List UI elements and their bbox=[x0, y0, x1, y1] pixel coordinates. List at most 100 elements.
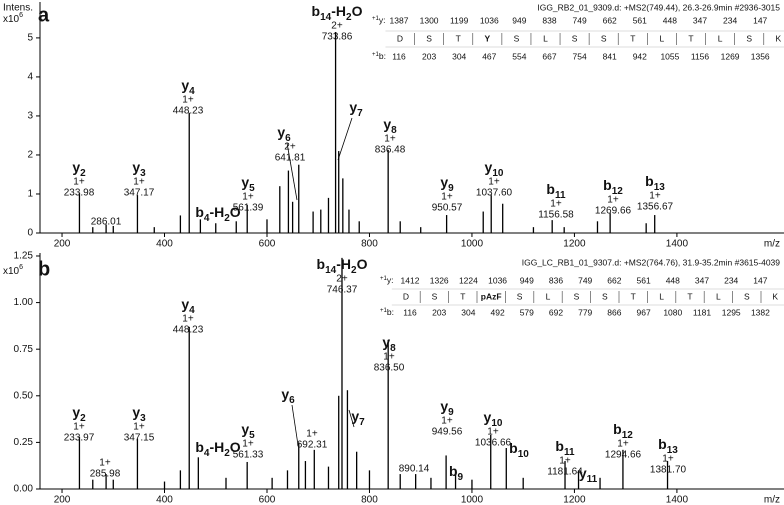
leader-line bbox=[291, 404, 299, 446]
charge-label: 1+ bbox=[441, 192, 453, 203]
x-tick-label: 400 bbox=[156, 239, 173, 250]
y-tick-label: 1.00 bbox=[14, 297, 34, 308]
text-part: y bbox=[349, 99, 357, 115]
text-part: 2 bbox=[346, 12, 352, 23]
ion-mass: 554 bbox=[512, 51, 526, 61]
text-part: +1 bbox=[372, 16, 380, 22]
text-part: 4 bbox=[204, 213, 210, 224]
ion-mass: 304 bbox=[452, 51, 466, 61]
text-part: y bbox=[181, 296, 189, 312]
ion-mass: 1382 bbox=[751, 307, 770, 317]
text-part: b bbox=[312, 3, 321, 19]
residue: L bbox=[546, 291, 551, 301]
text-part: 10 bbox=[491, 418, 503, 429]
ion-mass: 1199 bbox=[450, 15, 469, 25]
ion-label: b11 bbox=[546, 181, 566, 201]
ion-label: b9 bbox=[449, 463, 464, 483]
ion-mass: 692 bbox=[549, 307, 563, 317]
mz-label: 1381.70 bbox=[650, 465, 687, 476]
text-part: 9 bbox=[448, 183, 454, 194]
charge-label: 1+ bbox=[99, 458, 111, 469]
residue: Y bbox=[484, 33, 490, 43]
ion-mass: 836 bbox=[549, 275, 563, 285]
ion-mass: 749 bbox=[573, 15, 587, 25]
ion-mass: 1326 bbox=[430, 275, 449, 285]
y-tick-label: 5 bbox=[27, 33, 33, 44]
mz-label: 836.50 bbox=[374, 363, 405, 374]
ion-mass: 448 bbox=[663, 15, 677, 25]
text-part: -H bbox=[209, 439, 224, 455]
residue: T bbox=[456, 33, 461, 43]
ion-mass: 662 bbox=[603, 15, 617, 25]
text-part: 5 bbox=[249, 183, 255, 194]
ion-mass: 1181 bbox=[693, 307, 712, 317]
spectrum-header: IGG_LC_RB1_01_9307.d: +MS2(764.76), 31.9… bbox=[522, 257, 781, 267]
text-part: 11 bbox=[555, 190, 566, 201]
text-part: 13 bbox=[654, 182, 666, 193]
x-tick-label: 1400 bbox=[666, 239, 689, 250]
text-part: b bbox=[546, 181, 555, 197]
mz-label: 233.97 bbox=[64, 433, 95, 444]
text-part: y bbox=[181, 77, 189, 93]
residue: K bbox=[772, 291, 778, 301]
text-part: y bbox=[72, 159, 80, 175]
ion-label: y5 bbox=[241, 421, 255, 441]
ion-label: y8 bbox=[382, 334, 396, 354]
text-part: O bbox=[230, 439, 241, 455]
text-part: O bbox=[230, 204, 241, 220]
text-part: 6 bbox=[19, 264, 23, 271]
charge-label: 1+ bbox=[182, 95, 194, 106]
residue: S bbox=[746, 33, 752, 43]
text-part: 9 bbox=[458, 472, 464, 483]
charge-label: 1+ bbox=[133, 422, 145, 433]
ion-mass: 1412 bbox=[401, 275, 420, 285]
leader-line bbox=[286, 142, 298, 201]
residue: S bbox=[432, 291, 438, 301]
residue: L bbox=[543, 33, 548, 43]
y-tick-label: 0.50 bbox=[14, 390, 34, 401]
y-tick-label: 0.75 bbox=[14, 344, 34, 355]
text-part: +1 bbox=[380, 276, 388, 282]
residue: S bbox=[744, 291, 750, 301]
text-part: 6 bbox=[285, 133, 291, 144]
text-part: y bbox=[440, 398, 448, 414]
mz-label: 347.15 bbox=[124, 433, 155, 444]
text-part: -H bbox=[209, 204, 224, 220]
text-part: -H bbox=[336, 256, 351, 272]
mz-label: 233.98 bbox=[64, 188, 95, 199]
ion-label: y4 bbox=[181, 77, 195, 97]
residue: S bbox=[572, 33, 578, 43]
mz-label: 692.31 bbox=[297, 440, 328, 451]
residue: S bbox=[514, 33, 520, 43]
ion-label: y2 bbox=[72, 159, 86, 179]
mz-label: 733.86 bbox=[322, 32, 353, 43]
text-part: y bbox=[484, 409, 492, 425]
text-part: b bbox=[613, 421, 622, 437]
text-part: 4 bbox=[204, 448, 210, 459]
text-part: b bbox=[603, 177, 612, 193]
text-part: 14 bbox=[320, 12, 332, 23]
ion-row-label: +1b: bbox=[380, 307, 394, 317]
ion-mass: 1036 bbox=[480, 15, 499, 25]
charge-label: 1+ bbox=[306, 429, 318, 440]
text-part: 10 bbox=[492, 168, 504, 179]
text-part: 14 bbox=[325, 265, 337, 276]
text-part: y bbox=[383, 116, 391, 132]
ion-label: y2 bbox=[72, 404, 86, 424]
mz-label: 1356.67 bbox=[637, 202, 674, 213]
residue: L bbox=[660, 33, 665, 43]
text-part: y bbox=[351, 408, 359, 424]
mz-label: 950.57 bbox=[432, 203, 463, 214]
text-part: b bbox=[449, 463, 458, 479]
text-part: 11 bbox=[587, 474, 598, 485]
ion-mass: 561 bbox=[637, 275, 651, 285]
text-part: 9 bbox=[448, 407, 454, 418]
x-tick-label: 800 bbox=[361, 495, 378, 505]
x-tick-label: 600 bbox=[259, 495, 276, 505]
ion-label: y9 bbox=[440, 398, 454, 418]
ion-mass: 1300 bbox=[420, 15, 439, 25]
ion-mass: 942 bbox=[633, 51, 647, 61]
charge-label: 1+ bbox=[133, 177, 145, 188]
ion-label: b4-H2O bbox=[195, 204, 240, 224]
ion-mass: 1080 bbox=[663, 307, 682, 317]
